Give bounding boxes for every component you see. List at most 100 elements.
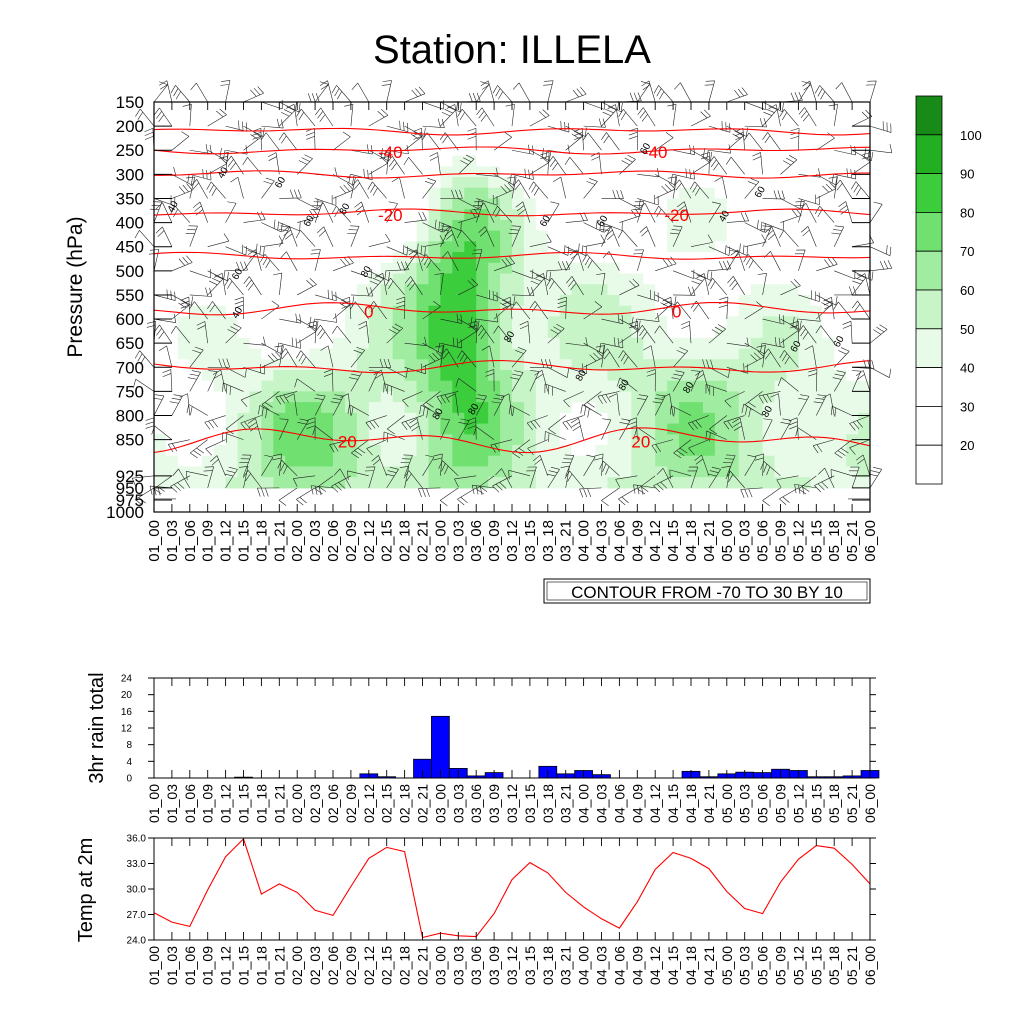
humidity-cell <box>356 369 370 382</box>
wind-barb <box>279 189 302 199</box>
humidity-cell <box>154 423 167 435</box>
humidity-cell <box>655 316 668 328</box>
humidity-cell <box>547 177 561 189</box>
humidity-cell <box>380 423 394 435</box>
wind-barb <box>583 301 603 320</box>
humidity-cell <box>858 348 871 360</box>
humidity-cell <box>559 348 573 360</box>
humidity-cell <box>213 102 227 114</box>
humidity-cell <box>416 402 430 414</box>
humidity-cell <box>523 112 537 125</box>
humidity-cell <box>691 198 704 210</box>
humidity-cell <box>201 230 215 242</box>
humidity-cell <box>607 434 620 446</box>
wind-barb <box>399 465 410 488</box>
wind-barb <box>225 244 247 256</box>
humidity-cell <box>273 369 286 382</box>
humidity-cell <box>440 241 453 253</box>
humidity-cell <box>583 187 597 200</box>
x-tick-label: 05_06 <box>755 520 772 562</box>
wind-barb <box>725 156 745 175</box>
humidity-cell <box>404 348 418 360</box>
x-tick-label: 01_21 <box>271 946 287 985</box>
humidity-cell <box>321 380 334 393</box>
wind-barb <box>443 226 459 247</box>
humidity-cell <box>428 327 441 339</box>
humidity-cell <box>440 209 453 221</box>
isotherm-line <box>153 360 871 374</box>
wind-barb <box>214 272 226 295</box>
humidity-cell <box>261 402 274 414</box>
humidity-cell <box>344 412 358 425</box>
wind-barb <box>386 323 404 344</box>
wind-barb <box>170 85 191 103</box>
humidity-cell <box>189 316 203 328</box>
humidity-cell <box>309 230 322 242</box>
humidity-cell <box>500 380 513 393</box>
humidity-cell <box>285 359 298 371</box>
wind-barb <box>471 249 483 271</box>
humidity-cell <box>368 262 382 275</box>
humidity-cell <box>416 477 430 489</box>
humidity-cell <box>822 284 835 296</box>
humidity-cell <box>201 284 215 296</box>
humidity-cell <box>297 112 310 125</box>
humidity-cell <box>655 391 668 403</box>
humidity-cell <box>225 337 239 350</box>
humidity-cell <box>810 230 823 242</box>
wind-barb <box>386 261 409 272</box>
humidity-cell <box>655 123 668 135</box>
humidity-cell <box>750 187 764 200</box>
humidity-cell <box>786 155 799 167</box>
wind-barb <box>848 466 860 488</box>
colorbar-box <box>915 405 943 446</box>
humidity-cell <box>523 294 537 307</box>
wind-barb <box>760 225 772 247</box>
humidity-cell <box>416 445 430 457</box>
humidity-cell <box>631 241 644 253</box>
humidity-cell <box>714 455 728 468</box>
humidity-cell <box>774 348 788 360</box>
humidity-cell <box>476 209 489 221</box>
humidity-cell <box>261 187 274 200</box>
humidity-cell <box>523 230 537 242</box>
humidity-cell <box>547 187 561 200</box>
humidity-cell <box>679 327 692 339</box>
humidity-cell <box>774 434 788 446</box>
humidity-cell <box>273 134 286 146</box>
humidity-cell <box>249 102 262 114</box>
humidity-cell <box>368 477 382 489</box>
humidity-cell <box>523 455 537 468</box>
humidity-cell <box>607 466 620 478</box>
humidity-cell <box>165 337 179 350</box>
humidity-cell <box>249 316 262 328</box>
humidity-cell <box>619 262 632 275</box>
humidity-cell <box>404 187 418 200</box>
wind-barb <box>457 108 477 127</box>
humidity-cell <box>858 198 871 210</box>
wind-barb <box>404 276 423 296</box>
wind-barb <box>439 487 459 506</box>
humidity-cell <box>440 380 453 393</box>
humidity-cell <box>404 380 418 393</box>
humidity-cell <box>321 477 334 489</box>
humidity-cell <box>786 241 799 253</box>
humidity-cell <box>607 369 620 382</box>
humidity-cell <box>547 380 561 393</box>
humidity-cell <box>583 455 597 468</box>
humidity-cell <box>738 294 752 307</box>
wind-barb <box>690 148 713 162</box>
wind-barb <box>203 466 214 488</box>
humidity-cell <box>738 348 752 360</box>
wind-barb <box>386 120 409 133</box>
humidity-cell <box>213 316 227 328</box>
humidity-cell <box>571 423 585 435</box>
humidity-cell <box>249 134 262 146</box>
humidity-cell <box>559 402 573 414</box>
humidity-cell <box>261 273 274 285</box>
wind-barb <box>673 168 695 180</box>
humidity-cell <box>523 209 537 221</box>
humidity-cell <box>321 102 334 114</box>
humidity-cell <box>225 144 239 157</box>
humidity-cell <box>428 112 441 125</box>
